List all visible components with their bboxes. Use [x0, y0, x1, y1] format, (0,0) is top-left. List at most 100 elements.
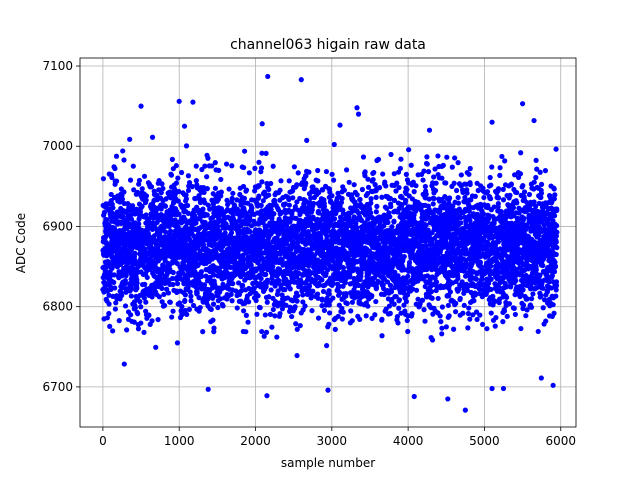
data-point: [329, 171, 335, 177]
data-point: [264, 277, 271, 283]
data-point: [388, 289, 395, 295]
data-point: [144, 274, 150, 281]
data-point: [249, 205, 255, 211]
data-point: [255, 293, 261, 299]
data-point: [268, 207, 274, 213]
data-point: [259, 208, 265, 214]
data-point: [449, 164, 455, 170]
data-point: [452, 309, 459, 315]
data-point: [266, 294, 272, 300]
data-point: [286, 202, 292, 208]
data-point: [446, 313, 452, 319]
data-point: [256, 183, 262, 189]
data-point: [294, 298, 300, 304]
data-point: [439, 325, 445, 331]
data-point: [290, 195, 296, 201]
data-point: [431, 195, 437, 202]
data-point: [204, 212, 210, 218]
data-point: [303, 180, 309, 186]
data-point: [169, 314, 175, 320]
data-point: [256, 193, 262, 199]
data-point: [269, 280, 275, 286]
data-point: [131, 187, 137, 193]
data-point: [357, 316, 363, 322]
data-point: [289, 313, 295, 320]
data-point: [467, 316, 473, 322]
data-point: [188, 293, 194, 299]
data-point: [439, 304, 446, 310]
data-point: [139, 186, 145, 192]
data-point: [387, 214, 393, 220]
data-point: [161, 291, 167, 297]
data-point: [149, 134, 156, 140]
data-point: [330, 281, 336, 287]
data-point: [315, 167, 321, 174]
data-point: [172, 186, 178, 192]
data-point: [308, 292, 314, 298]
data-point: [253, 297, 259, 304]
data-point: [270, 163, 276, 169]
data-point: [218, 271, 224, 277]
data-point: [415, 296, 421, 302]
data-point: [339, 195, 345, 202]
data-point: [158, 190, 164, 196]
data-point: [204, 186, 210, 192]
data-point: [474, 316, 480, 323]
data-point: [371, 169, 377, 176]
data-point: [183, 196, 189, 202]
data-point: [228, 291, 234, 297]
data-point: [296, 270, 302, 276]
data-point: [169, 156, 175, 162]
data-point: [238, 288, 244, 294]
data-point: [112, 306, 118, 312]
data-point: [106, 301, 112, 307]
data-point: [207, 206, 213, 212]
data-point: [316, 210, 322, 216]
data-point: [438, 319, 444, 325]
data-point: [137, 209, 144, 215]
data-point: [404, 187, 410, 193]
data-point: [186, 180, 193, 186]
data-point: [277, 187, 283, 193]
data-point: [187, 289, 193, 295]
data-point: [104, 217, 110, 223]
data-point: [210, 301, 217, 307]
data-point: [204, 174, 210, 180]
data-point: [405, 273, 411, 279]
data-point: [107, 272, 113, 278]
data-point: [190, 302, 197, 309]
data-point: [292, 304, 298, 310]
data-point: [453, 300, 459, 306]
data-point: [246, 170, 252, 176]
data-point: [180, 270, 186, 276]
data-point: [380, 171, 386, 177]
data-point: [452, 155, 458, 161]
data-point: [264, 180, 270, 187]
data-point: [161, 302, 168, 309]
data-point: [248, 262, 254, 268]
data-point: [467, 181, 473, 188]
data-point: [197, 304, 203, 311]
data-point: [282, 287, 288, 293]
data-point: [455, 200, 462, 206]
data-point: [433, 187, 439, 194]
data-point: [403, 298, 410, 305]
data-point: [222, 230, 228, 236]
data-point: [139, 203, 145, 209]
data-point: [383, 183, 389, 189]
data-point: [461, 302, 467, 308]
data-point: [227, 264, 234, 271]
data-point: [315, 291, 321, 297]
data-point: [230, 280, 236, 287]
data-point: [170, 281, 176, 288]
data-point: [127, 177, 134, 183]
data-point: [300, 307, 306, 313]
data-point: [198, 269, 205, 275]
data-point: [279, 257, 285, 263]
data-point: [261, 333, 267, 339]
data-point: [283, 302, 289, 308]
data-point: [457, 295, 463, 302]
data-point: [256, 159, 262, 165]
data-point: [306, 283, 313, 289]
